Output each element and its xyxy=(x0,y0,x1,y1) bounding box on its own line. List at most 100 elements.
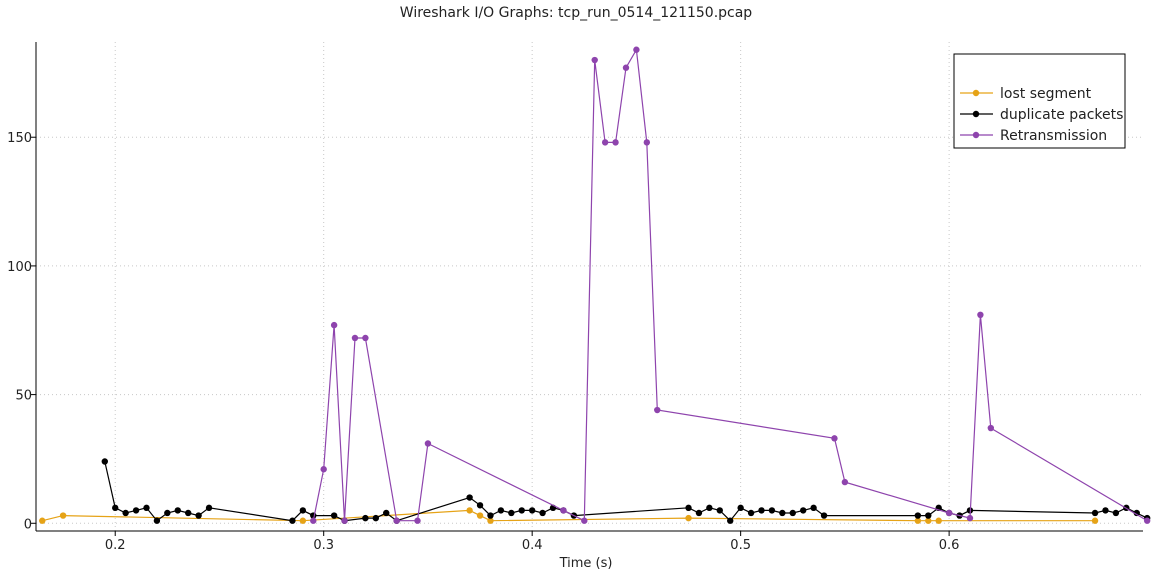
series-retransmission xyxy=(310,46,1151,524)
data-point xyxy=(466,494,473,501)
data-point xyxy=(101,458,108,465)
y-axis-ticks: 0 50 100 150 xyxy=(7,131,36,532)
y-tick-label: 50 xyxy=(15,389,32,404)
data-point xyxy=(174,507,181,514)
data-point xyxy=(685,514,692,522)
data-point xyxy=(925,512,932,519)
data-point xyxy=(153,517,161,524)
chart-title: Wireshark I/O Graphs: tcp_run_0514_12115… xyxy=(400,5,753,21)
legend-swatch-marker xyxy=(972,110,980,118)
data-point xyxy=(654,406,661,414)
data-point xyxy=(1143,517,1151,524)
legend-box xyxy=(953,53,1126,149)
data-point xyxy=(820,512,828,519)
data-point xyxy=(945,509,953,517)
plot-area xyxy=(39,46,1151,524)
data-point xyxy=(810,504,817,512)
data-point xyxy=(362,334,369,342)
data-point xyxy=(685,504,692,512)
data-point xyxy=(706,504,713,512)
data-point xyxy=(914,512,922,519)
data-point xyxy=(476,502,484,509)
data-point xyxy=(1102,507,1109,514)
x-tick-label: 0.4 xyxy=(522,538,543,553)
grid-lines xyxy=(36,42,1143,531)
data-point xyxy=(508,509,515,517)
data-point xyxy=(518,507,525,514)
data-point xyxy=(581,517,588,524)
data-point xyxy=(1091,509,1099,517)
data-point xyxy=(831,435,838,442)
data-point xyxy=(935,517,942,524)
legend-swatch-marker xyxy=(972,131,980,139)
data-point xyxy=(310,517,317,524)
data-point xyxy=(841,478,849,486)
y-tick-label: 150 xyxy=(7,131,32,146)
data-point xyxy=(622,64,630,71)
data-point xyxy=(601,139,609,146)
data-point xyxy=(299,517,307,524)
y-tick-label: 100 xyxy=(7,260,32,275)
data-point xyxy=(164,509,171,517)
data-point xyxy=(39,517,46,524)
data-point xyxy=(289,517,296,524)
series-line xyxy=(104,461,1148,522)
data-point xyxy=(779,509,786,517)
data-point xyxy=(612,139,619,146)
legend-entry-label[interactable]: duplicate packets xyxy=(1000,107,1123,123)
data-point xyxy=(966,514,974,522)
data-point xyxy=(351,334,359,342)
x-axis-label: Time (s) xyxy=(559,556,613,571)
data-point xyxy=(487,517,494,524)
data-point xyxy=(1112,509,1120,517)
data-point xyxy=(383,509,390,517)
data-point xyxy=(330,321,338,329)
x-axis-ticks: 0.2 0.3 0.4 0.5 0.6 xyxy=(105,531,960,553)
data-point xyxy=(727,517,734,524)
data-point xyxy=(143,504,150,512)
data-point xyxy=(643,139,651,146)
y-tick-label: 0 xyxy=(24,517,32,532)
data-point xyxy=(132,507,140,514)
data-point xyxy=(476,512,484,519)
data-point xyxy=(497,507,505,514)
data-point xyxy=(925,517,932,524)
data-point xyxy=(528,507,536,514)
x-tick-label: 0.6 xyxy=(939,538,960,553)
data-point xyxy=(372,514,380,522)
data-point xyxy=(393,517,400,524)
x-tick-label: 0.2 xyxy=(105,538,126,553)
legend-swatch-marker xyxy=(972,89,980,97)
data-point xyxy=(466,507,473,514)
data-point xyxy=(1091,517,1099,524)
series-lost-segment xyxy=(39,507,1099,524)
data-point xyxy=(362,514,369,522)
data-point xyxy=(330,512,338,519)
data-point xyxy=(414,517,421,524)
data-point xyxy=(487,512,494,519)
data-point xyxy=(914,517,922,524)
data-point xyxy=(789,509,796,517)
data-point xyxy=(758,507,765,514)
data-point xyxy=(799,507,807,514)
legend-entry-label[interactable]: lost segment xyxy=(1000,86,1092,102)
data-point xyxy=(560,507,567,514)
data-point xyxy=(205,504,213,512)
data-point xyxy=(112,504,119,512)
data-point xyxy=(341,517,348,524)
data-point xyxy=(716,507,723,514)
data-point xyxy=(299,507,307,514)
legend-entry-label[interactable]: Retransmission xyxy=(1000,128,1107,144)
legend[interactable]: lost segment duplicate packets Retransmiss… xyxy=(953,53,1126,149)
data-point xyxy=(539,509,546,517)
data-point xyxy=(695,509,703,517)
data-point xyxy=(747,509,755,517)
data-point xyxy=(1133,509,1140,517)
x-tick-label: 0.3 xyxy=(313,538,334,553)
x-tick-label: 0.5 xyxy=(730,538,751,553)
data-point xyxy=(633,46,640,53)
data-point xyxy=(122,509,129,517)
data-point xyxy=(320,466,327,473)
data-point xyxy=(977,311,984,319)
